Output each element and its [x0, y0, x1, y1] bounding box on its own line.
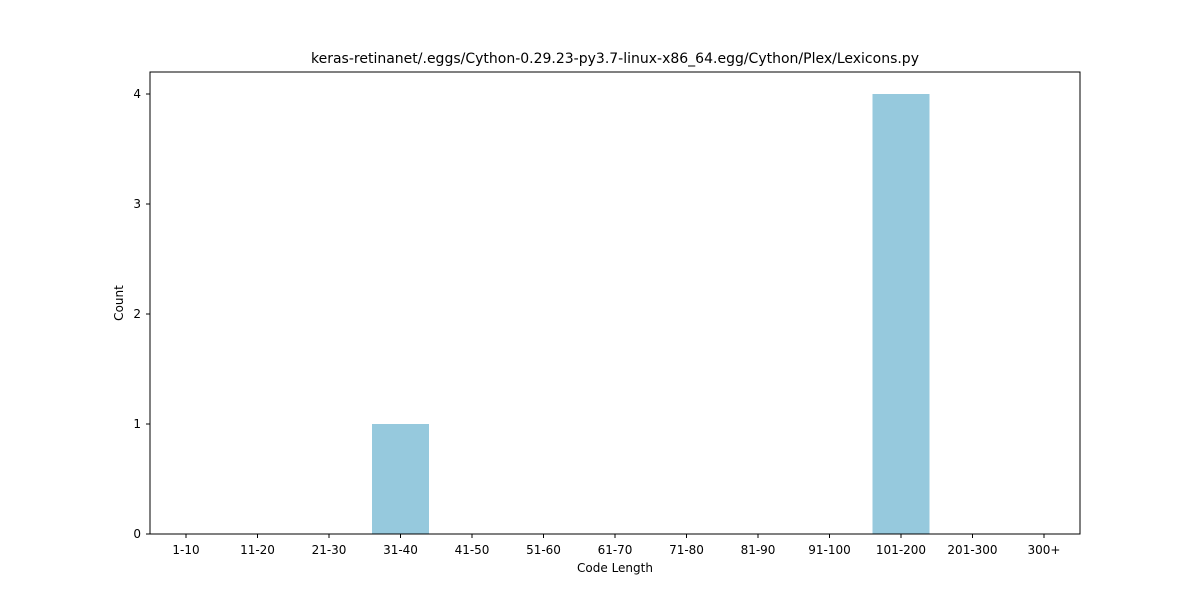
y-tick-label: 3: [133, 197, 141, 211]
x-tick-label: 51-60: [526, 543, 561, 557]
x-tick-label: 81-90: [741, 543, 776, 557]
bar-31-40: [372, 424, 429, 534]
y-tick-label: 4: [133, 87, 141, 101]
y-tick-label: 1: [133, 417, 141, 431]
x-tick-label: 21-30: [312, 543, 347, 557]
x-tick-label: 101-200: [876, 543, 926, 557]
x-tick-label: 31-40: [383, 543, 418, 557]
bar-101-200: [872, 94, 930, 534]
y-tick-label: 2: [133, 307, 141, 321]
x-tick-label: 91-100: [808, 543, 851, 557]
chart-title: keras-retinanet/.eggs/Cython-0.29.23-py3…: [311, 51, 919, 67]
x-tick-label: 1-10: [172, 543, 199, 557]
bars-group: [372, 94, 930, 534]
plot-frame: [149, 71, 1081, 535]
y-tick-label: 0: [133, 527, 141, 541]
x-axis-label: Code Length: [577, 561, 653, 575]
x-tick-label: 71-80: [669, 543, 704, 557]
y-axis: 0 1 2 3 4: [133, 87, 150, 541]
x-tick-label: 41-50: [455, 543, 490, 557]
x-tick-label: 11-20: [240, 543, 275, 557]
x-tick-label: 201-300: [947, 543, 997, 557]
x-tick-label: 300+: [1028, 543, 1061, 557]
x-tick-label: 61-70: [598, 543, 633, 557]
y-axis-label: Count: [112, 285, 126, 321]
x-axis: 1-10 11-20 21-30 31-40 41-50 51-60 61-70 71-80 8…: [172, 534, 1060, 557]
